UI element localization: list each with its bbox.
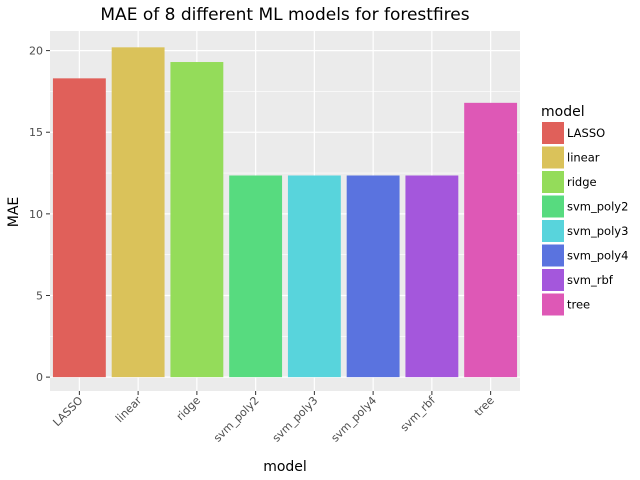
x-tick-label: ridge xyxy=(174,394,203,423)
legend-label: linear xyxy=(567,151,600,165)
legend-key xyxy=(542,293,564,316)
x-tick-label: tree xyxy=(472,394,497,419)
legend-key xyxy=(542,122,564,144)
legend-label: tree xyxy=(567,298,590,312)
legend-label: LASSO xyxy=(567,126,605,140)
legend-key xyxy=(542,146,564,169)
x-tick-label: LASSO xyxy=(50,394,85,429)
y-tick-label: 0 xyxy=(36,371,43,384)
legend-label: svm_poly2 xyxy=(567,200,628,214)
bar-svm-poly2 xyxy=(229,175,283,378)
x-tick-label: svm_poly4 xyxy=(329,394,380,445)
bar-ridge xyxy=(170,62,224,378)
bar-lasso xyxy=(52,78,106,378)
bars xyxy=(52,47,518,378)
x-tick-label: svm_rbf xyxy=(398,393,439,434)
bar-linear xyxy=(111,47,165,378)
legend-key xyxy=(542,269,564,291)
legend-label: ridge xyxy=(567,175,597,189)
legend-label: svm_poly3 xyxy=(567,224,628,238)
y-tick-label: 5 xyxy=(36,289,43,302)
legend-key xyxy=(542,171,564,193)
y-axis: 0 5 10 15 20 xyxy=(29,45,50,384)
y-tick-label: 15 xyxy=(29,126,43,139)
x-axis: LASSO linear ridge svm_poly2 svm_poly3 svm_po… xyxy=(50,391,497,445)
legend-key xyxy=(542,244,564,267)
x-tick-label: svm_poly3 xyxy=(270,394,321,445)
bar-svm-poly3 xyxy=(287,175,341,378)
legend-label: svm_poly4 xyxy=(567,249,628,263)
chart-title: MAE of 8 different ML models for forestf… xyxy=(100,5,469,25)
legend: model LASSO linear ridge svm_poly2 svm_poly3… xyxy=(541,104,628,316)
x-axis-title: model xyxy=(263,459,307,475)
legend-title: model xyxy=(541,104,585,120)
x-tick-label: linear xyxy=(113,394,145,426)
legend-key xyxy=(542,195,564,218)
x-tick-label: svm_poly2 xyxy=(211,394,262,445)
y-tick-label: 10 xyxy=(29,208,43,221)
legend-key xyxy=(542,220,564,242)
y-axis-title: MAE xyxy=(6,197,22,228)
y-tick-label: 20 xyxy=(29,45,43,58)
bar-tree xyxy=(464,102,518,378)
legend-label: svm_rbf xyxy=(567,273,614,287)
bar-svm-poly4 xyxy=(346,175,400,378)
bar-svm-rbf xyxy=(405,175,459,378)
